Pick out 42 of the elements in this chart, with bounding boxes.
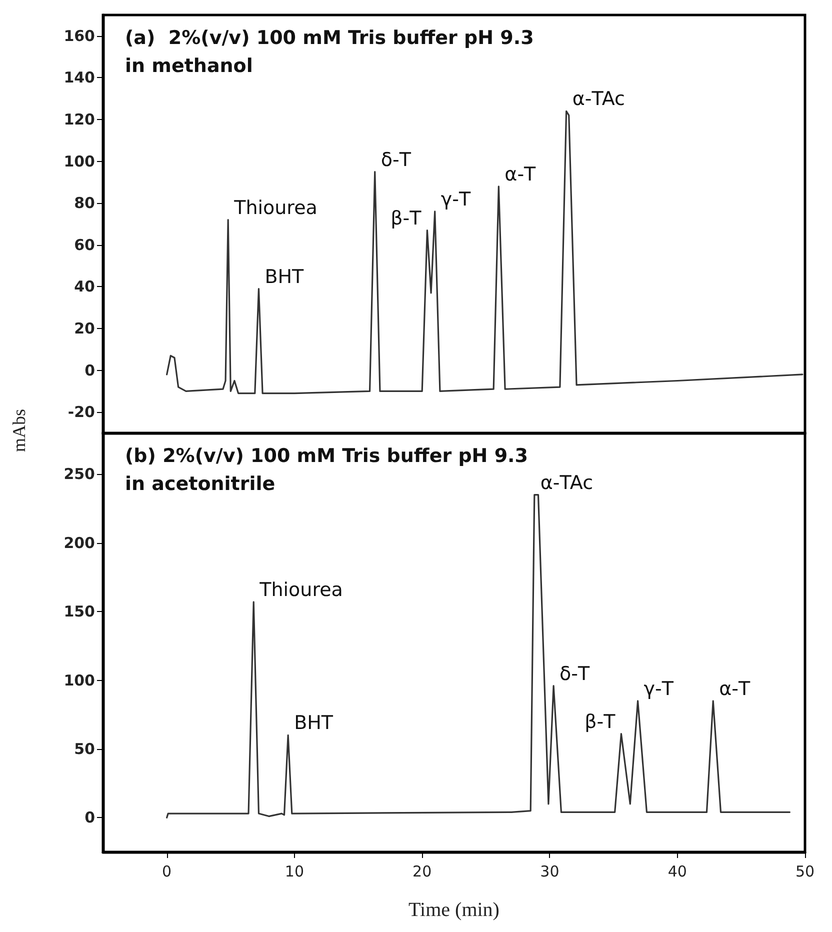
y-tick-label: 250	[64, 465, 95, 484]
y-tick-label: 60	[74, 236, 95, 254]
y-tick-label: 160	[64, 26, 95, 45]
x-tick-label: 0	[162, 862, 172, 880]
annotation: BHT	[264, 266, 304, 288]
annotation: β-T	[390, 207, 422, 230]
text: (b) 2%(v/v) 100 mM Tris buffer pH 9.3 in acetonitrile	[125, 445, 528, 495]
y-tick-label: 40	[74, 278, 95, 296]
annotation: Thiourea	[233, 196, 318, 219]
y-tick-label: -20	[68, 403, 95, 422]
y-tick-label: 0	[84, 361, 95, 380]
annotation: δ-T	[380, 148, 412, 171]
y-tick-label: 100	[64, 152, 95, 170]
annotation: γ-T	[644, 678, 674, 700]
annotation: Thiourea	[258, 578, 343, 601]
annotation: δ-T	[560, 662, 590, 685]
annotation: BHT	[294, 712, 334, 734]
y-tick-label: 80	[74, 194, 95, 212]
annotation: α-TAc	[572, 88, 625, 110]
annotation: γ-T	[440, 188, 471, 210]
annotation: α-T	[504, 163, 536, 186]
y-tick-label: 140	[64, 68, 95, 87]
y-tick-label: 50	[74, 740, 95, 758]
y-tick-label: 120	[64, 110, 95, 128]
x-tick-label: 50	[795, 862, 815, 880]
text: (a) 2%(v/v) 100 mM Tris buffer pH 9.3 in methanol	[125, 27, 534, 77]
annotation: α-TAc	[540, 472, 594, 494]
line-series	[166, 494, 790, 818]
x-tick-label: 30	[540, 862, 560, 880]
y-tick-label: 100	[64, 671, 95, 690]
y-axis-title: mAbs	[8, 408, 30, 452]
y-tick-label: 150	[64, 602, 95, 621]
y-tick-label: 0	[84, 808, 95, 827]
line-series	[166, 110, 804, 394]
x-tick-label: 40	[668, 862, 687, 880]
annotation: α-T	[719, 678, 750, 700]
annotation: β-T	[584, 710, 616, 733]
y-tick-label: 20	[74, 320, 95, 338]
y-tick-label: 200	[64, 534, 95, 552]
x-tick-label: 20	[412, 862, 432, 880]
x-axis-title: Time (min)	[408, 899, 500, 921]
x-tick-label: 10	[284, 862, 304, 880]
